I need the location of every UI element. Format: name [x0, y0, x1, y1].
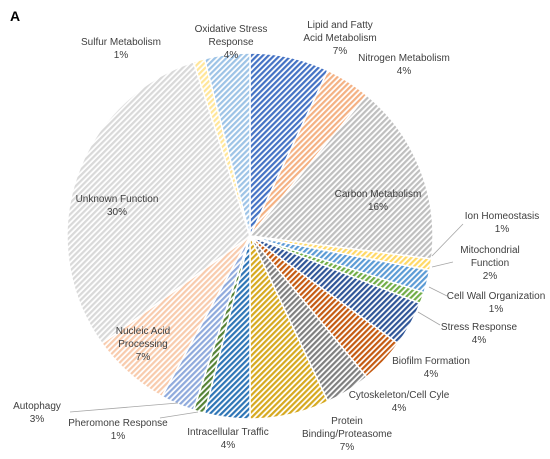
slice-label-cytoskeleton-cell-cyle: Cytoskeleton/Cell Cyle 4%: [349, 390, 450, 414]
slice-value-carbon-metabolism: 16%: [368, 202, 388, 213]
slice-label-carbon-metabolism: Carbon Metabolism 16%: [335, 189, 422, 213]
slice-label-unknown-function: Unknown Function 30%: [76, 194, 159, 218]
slice-label-intracellular-traffic: Intracellular Traffic 4%: [187, 427, 269, 451]
leader-line-stress-response: [417, 311, 441, 326]
slice-value-stress-response: 4%: [472, 335, 487, 346]
leader-line-cell-wall-organization: [428, 286, 448, 297]
leader-line-pheromone-response: [159, 411, 199, 419]
slice-value-sulfur-metabolism: 1%: [114, 50, 129, 61]
pie-slice-unknown-function: [66, 61, 251, 345]
slice-label-nitrogen-metabolism: Nitrogen Metabolism 4%: [358, 53, 450, 77]
slice-value-oxidative-stress-response: 4%: [224, 50, 239, 61]
leader-line-autophagy: [69, 402, 179, 413]
leader-line-ion-homeostasis: [431, 223, 464, 257]
slice-value-lipid-and-fatty-acid-metabolism: 7%: [333, 46, 348, 57]
slice-label-protein-binding-proteasome: Protein Binding/Proteasome 7%: [302, 416, 392, 453]
slice-label-pheromone-response: Pheromone Response 1%: [68, 418, 168, 442]
slice-label-lipid-and-fatty-acid-metabolism: Lipid and Fatty Acid Metabolism 7%: [303, 20, 376, 57]
pie-slice-carbon-metabolism: [248, 93, 434, 260]
slice-value-cytoskeleton-cell-cyle: 4%: [392, 403, 407, 414]
slice-value-unknown-function: 30%: [107, 207, 127, 218]
slice-value-mitochondrial-function: 2%: [483, 271, 498, 282]
slice-value-intracellular-traffic: 4%: [221, 440, 236, 451]
slice-value-nitrogen-metabolism: 4%: [397, 66, 412, 77]
slice-label-mitochondrial-function: Mitochondrial Function 2%: [460, 245, 519, 282]
slice-value-nucleic-acid-processing: 7%: [136, 352, 151, 363]
slice-value-ion-homeostasis: 1%: [495, 224, 510, 235]
leader-line-mitochondrial-function: [431, 261, 454, 268]
slice-value-autophagy: 3%: [30, 414, 45, 425]
slice-label-oxidative-stress-response: Oxidative Stress Response 4%: [195, 24, 268, 61]
slice-value-biofilm-formation: 4%: [424, 369, 439, 380]
slice-label-stress-response: Stress Response 4%: [441, 322, 518, 346]
slice-value-protein-binding-proteasome: 7%: [340, 442, 355, 453]
slice-label-biofilm-formation: Biofilm Formation 4%: [392, 356, 470, 380]
slice-label-autophagy: Autophagy 3%: [13, 401, 61, 425]
slice-label-ion-homeostasis: Ion Homeostasis 1%: [465, 211, 539, 235]
slice-label-sulfur-metabolism: Sulfur Metabolism 1%: [81, 37, 161, 61]
slice-value-cell-wall-organization: 1%: [489, 304, 504, 315]
slice-label-nucleic-acid-processing: Nucleic Acid Processing 7%: [116, 326, 170, 363]
panel-letter: A: [10, 8, 21, 24]
pie-slice-oxidative-stress-response: [203, 52, 251, 237]
slice-label-cell-wall-organization: Cell Wall Organization 1%: [447, 291, 546, 315]
slice-value-pheromone-response: 1%: [111, 431, 126, 442]
